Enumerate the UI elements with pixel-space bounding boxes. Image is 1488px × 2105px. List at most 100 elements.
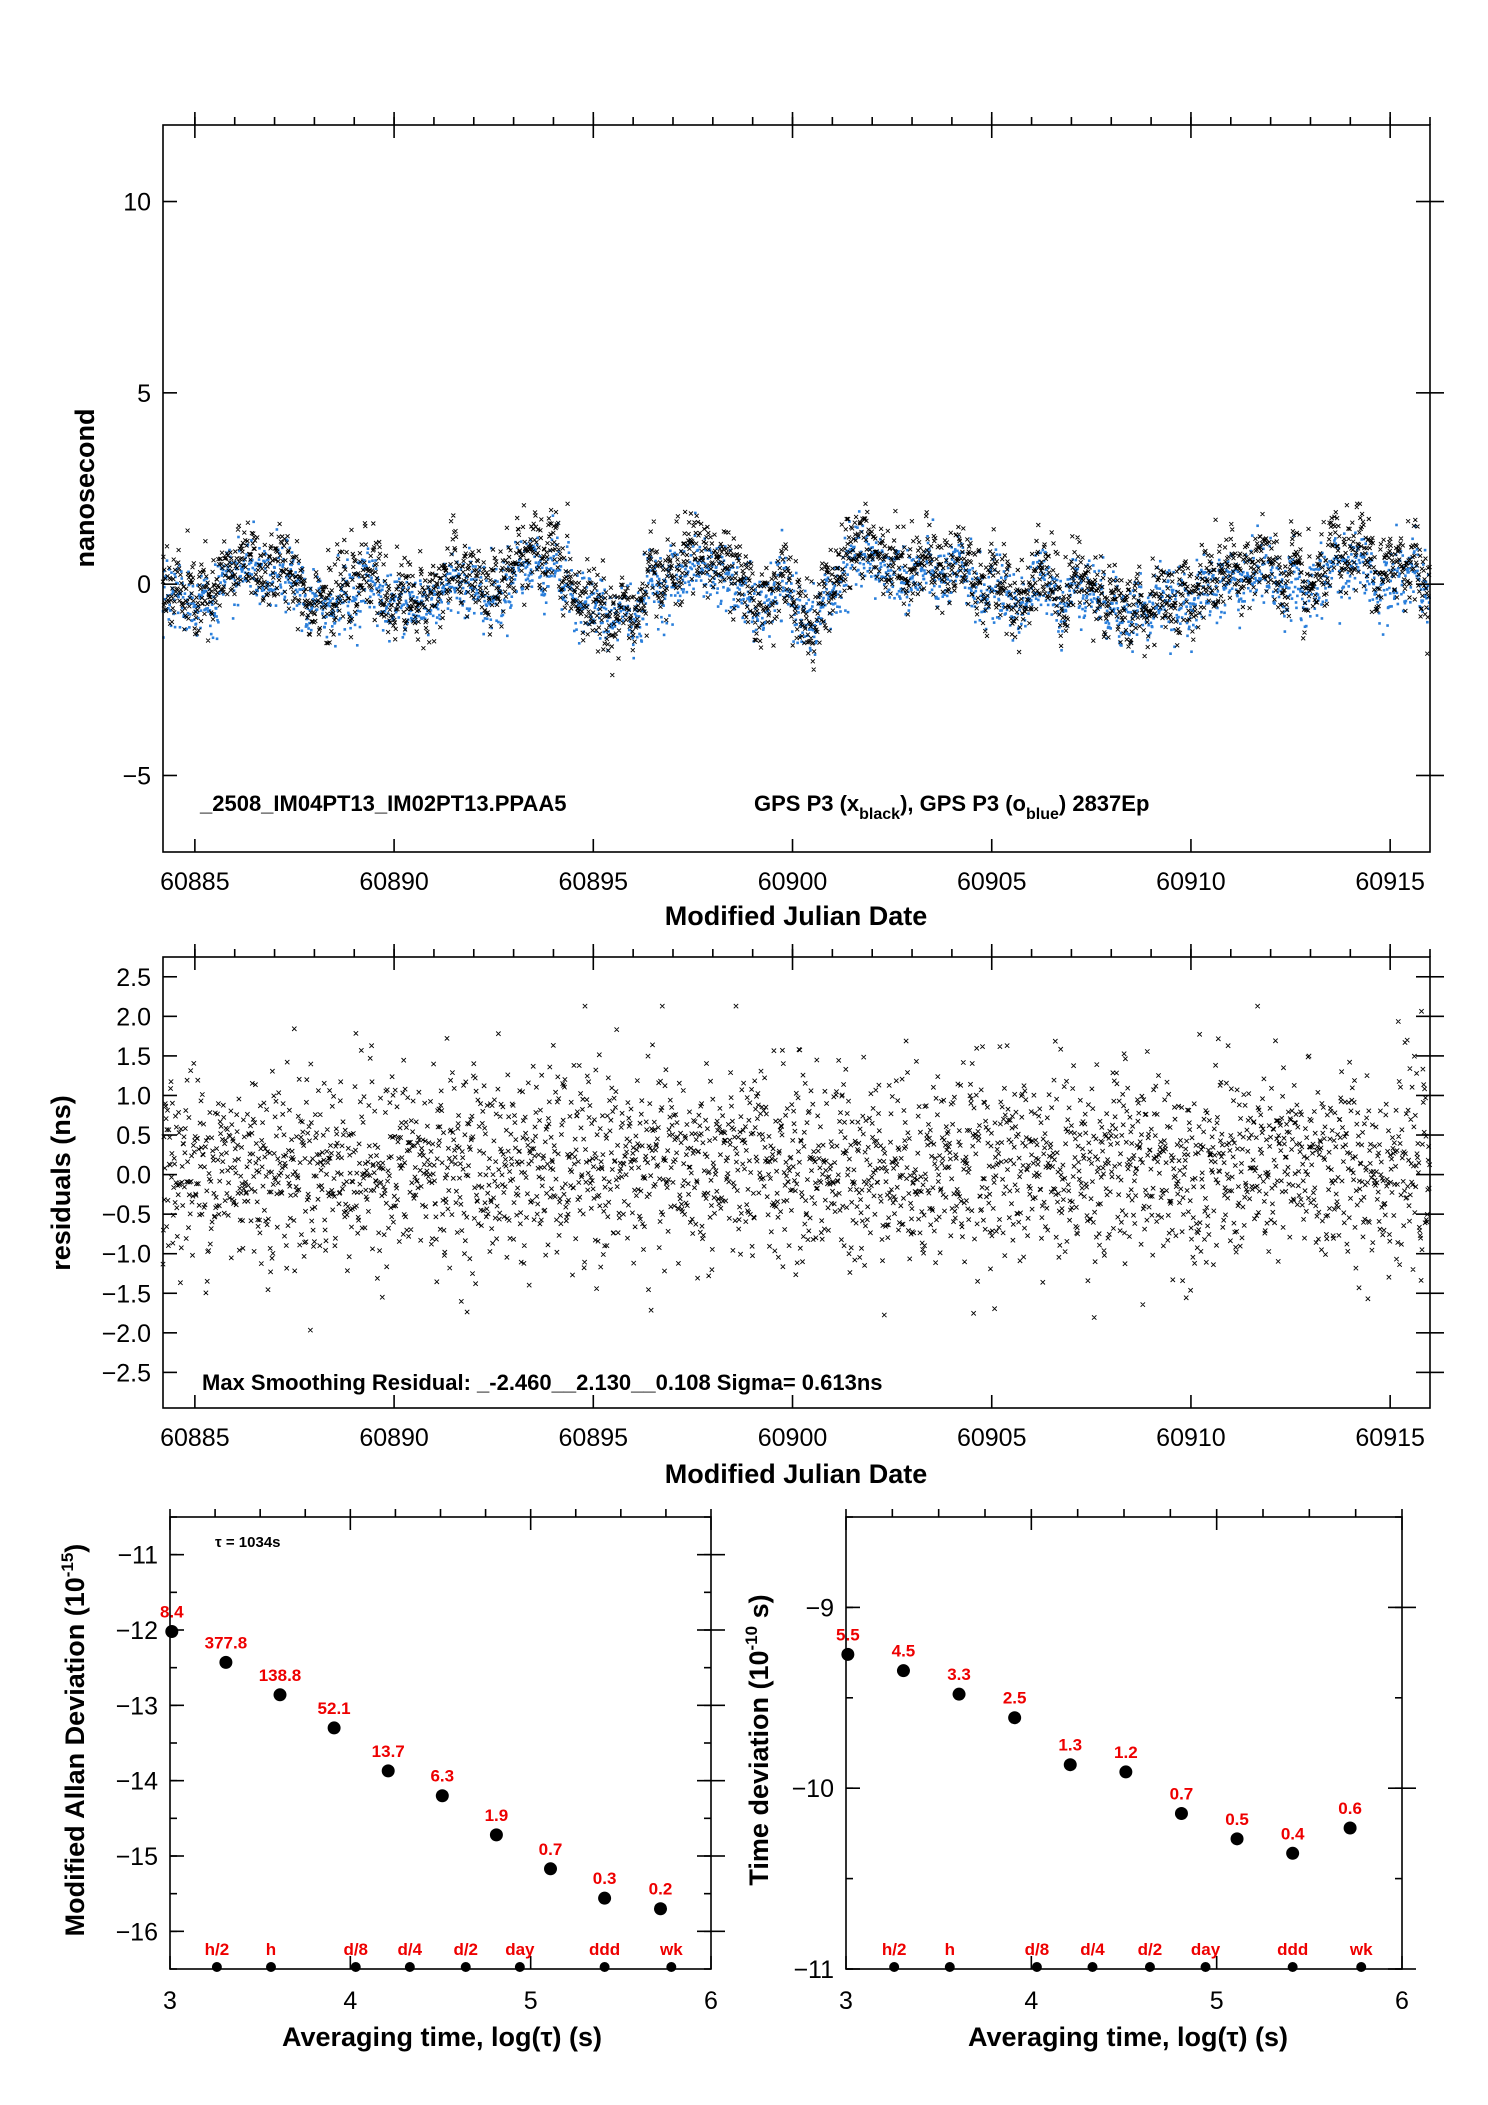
- phase-point-blue: [258, 546, 261, 550]
- phase-point-blue: [1099, 578, 1103, 582]
- phase-point-blue: [742, 579, 746, 583]
- phase-point-blue: [430, 596, 434, 600]
- phase-point-blue: [444, 578, 448, 581]
- phase-point-blue: [576, 574, 579, 577]
- phase-point-blue: [1020, 622, 1023, 626]
- time-marker-label: d/8: [343, 1940, 368, 1959]
- phase-point-blue: [1145, 613, 1148, 617]
- phase-point-blue: [1377, 611, 1381, 615]
- time-marker: [211, 1962, 222, 1972]
- phase-point-blue: [258, 602, 262, 606]
- phase-point-blue: [1060, 648, 1063, 652]
- phase-point-blue: [953, 550, 957, 553]
- phase-point-blue: [542, 581, 545, 585]
- phase-point-blue: [402, 632, 406, 636]
- phase-point-blue: [532, 545, 536, 549]
- phase-point-blue: [921, 574, 925, 577]
- phase-point-blue: [918, 585, 922, 589]
- phase-point-blue: [306, 607, 309, 610]
- phase-point-blue: [527, 574, 531, 577]
- phase-point-blue: [538, 576, 541, 579]
- phase-point-blue: [669, 549, 672, 553]
- phase-point-blue: [1210, 561, 1213, 564]
- phase-point-blue: [975, 572, 979, 575]
- phase-point-blue: [797, 605, 801, 609]
- phase-point-blue: [1374, 590, 1378, 594]
- phase-point-blue: [820, 605, 824, 608]
- phase-point-blue: [1126, 610, 1130, 614]
- stability-point-label: 6.3: [430, 1767, 454, 1786]
- phase-point-blue: [1320, 603, 1323, 606]
- phase-point-blue: [1400, 592, 1403, 596]
- phase-point-blue: [301, 565, 304, 569]
- phase-point-blue: [1095, 609, 1098, 612]
- y-tick-label: −9: [805, 1594, 834, 1622]
- phase-point-blue: [248, 572, 251, 576]
- phase-point-blue: [236, 603, 240, 607]
- phase-point-blue: [649, 555, 653, 559]
- phase-point-blue: [1168, 599, 1171, 603]
- phase-point-blue: [1146, 638, 1150, 642]
- phase-point-blue: [1212, 593, 1216, 596]
- phase-axes: 60885 60890 60895 60900 60905 60910 60915−5051…: [122, 112, 1444, 896]
- phase-point-blue: [838, 605, 841, 609]
- phase-point-blue: [1333, 539, 1336, 542]
- y-tick-label: 1.0: [116, 1082, 151, 1110]
- phase-point-blue: [1076, 584, 1080, 588]
- phase-point-blue: [1348, 596, 1351, 600]
- phase-point-blue: [1199, 601, 1203, 604]
- phase-point-blue: [1298, 587, 1302, 591]
- phase-point-blue: [1396, 569, 1399, 573]
- phase-point-blue: [544, 562, 548, 565]
- phase-point-blue: [937, 577, 941, 581]
- phase-point-blue: [999, 609, 1002, 612]
- phase-point-blue: [727, 573, 730, 576]
- phase-point-blue: [569, 592, 573, 596]
- phase-point-blue: [1184, 598, 1188, 601]
- phase-point-blue: [846, 610, 850, 614]
- phase-point-blue: [1226, 560, 1230, 563]
- phase-point-blue: [255, 588, 258, 592]
- phase-point-blue: [414, 581, 417, 585]
- phase-point-blue: [1012, 573, 1016, 576]
- phase-point-blue: [1427, 601, 1431, 604]
- phase-point-blue: [778, 593, 782, 597]
- phase-point-blue: [187, 583, 191, 587]
- phase-point-blue: [582, 576, 586, 580]
- phase-point-blue: [1258, 577, 1261, 580]
- phase-point-blue: [839, 580, 843, 584]
- phase-point-blue: [401, 636, 405, 639]
- phase-point-blue: [1195, 618, 1198, 622]
- phase-point-blue: [210, 603, 214, 606]
- phase-point-blue: [727, 588, 731, 592]
- phase-point-blue: [1027, 589, 1031, 592]
- phase-point-blue: [905, 571, 908, 574]
- phase-point-blue: [653, 567, 657, 571]
- phase-point-blue: [1388, 592, 1392, 595]
- phase-point-blue: [205, 607, 208, 610]
- phase-point-blue: [678, 563, 682, 567]
- phase-point-blue: [1288, 559, 1292, 563]
- phase-point-blue: [519, 540, 523, 543]
- phase-point-blue: [627, 628, 631, 632]
- stability-point: [1343, 1821, 1357, 1835]
- phase-point-blue: [690, 579, 694, 583]
- phase-point-blue: [397, 577, 401, 581]
- phase-point-blue: [440, 590, 444, 593]
- phase-point-blue: [369, 579, 373, 582]
- phase-point-blue: [1417, 574, 1421, 577]
- phase-point-blue: [1182, 600, 1186, 604]
- phase-point-blue: [1121, 594, 1125, 598]
- phase-point-blue: [363, 588, 367, 591]
- phase-point-blue: [642, 553, 646, 556]
- phase-point-blue: [1388, 605, 1392, 608]
- phase-point-blue: [435, 621, 438, 625]
- phase-point-blue: [304, 625, 308, 628]
- phase-point-blue: [1159, 608, 1163, 611]
- phase-point-blue: [1414, 570, 1418, 573]
- phase-point-blue: [209, 624, 212, 628]
- y-tick-label: −2.5: [102, 1359, 151, 1387]
- phase-point-blue: [205, 577, 209, 580]
- phase-point-blue: [510, 595, 514, 598]
- phase-point-blue: [882, 583, 886, 586]
